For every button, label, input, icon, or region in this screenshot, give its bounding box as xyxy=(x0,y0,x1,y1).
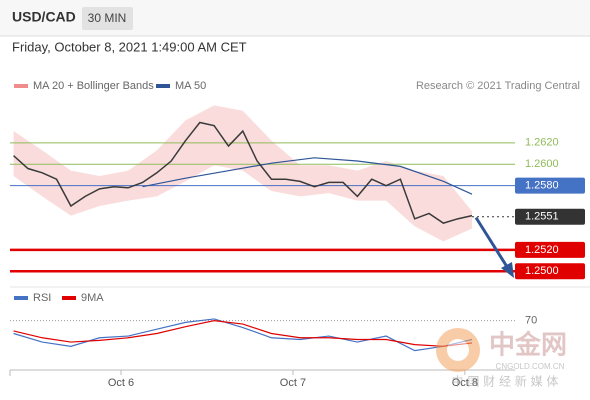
level-label-box xyxy=(515,177,585,194)
legend-swatch xyxy=(14,84,28,88)
watermark-title: 中金网 xyxy=(489,330,567,361)
watermark-tagline: 中 国 财 经 新 媒 体 xyxy=(452,374,559,389)
level-label-box xyxy=(515,208,585,225)
legend-swatch xyxy=(14,296,28,300)
legend-label: RSI xyxy=(33,292,51,304)
series-line xyxy=(142,157,473,195)
legend-label: 9MA xyxy=(81,292,104,304)
credit: Research © 2021 Trading Central xyxy=(416,80,580,92)
legend-swatch xyxy=(156,84,170,88)
level-label-box xyxy=(515,241,585,258)
level-label: 1.2620 xyxy=(525,137,559,149)
x-tick-label: Oct 6 xyxy=(108,377,134,389)
y-tick-label: 70 xyxy=(525,315,537,327)
level-label: 1.2500 xyxy=(525,265,559,277)
x-tick-label: Oct 7 xyxy=(280,377,306,389)
level-label: 1.2580 xyxy=(525,180,559,192)
watermark-logo-inner xyxy=(447,339,469,361)
watermark: 中金网 CNGOLD.COM.CN 中 国 财 经 新 媒 体 xyxy=(436,328,567,389)
legend-swatch xyxy=(62,296,76,300)
series-line xyxy=(13,320,473,347)
datetime: Friday, October 8, 2021 1:49:00 AM CET xyxy=(12,39,247,54)
legend-label: MA 20 + Bollinger Bands xyxy=(33,80,154,92)
symbol: USD/CAD xyxy=(12,9,76,25)
level-label: 1.2551 xyxy=(525,211,559,223)
level-label: 1.2520 xyxy=(525,244,559,256)
timeframe-label[interactable]: 30 MIN xyxy=(88,11,127,25)
level-label-box xyxy=(515,263,585,280)
timeframe-button[interactable] xyxy=(82,7,133,30)
x-tick-label: Oct 8 xyxy=(452,377,478,389)
price-line xyxy=(13,121,473,224)
forecast-arrow xyxy=(474,216,511,271)
watermark-url: CNGOLD.COM.CN xyxy=(496,362,565,371)
legend-label: MA 50 xyxy=(175,80,206,92)
level-label: 1.2600 xyxy=(525,158,559,170)
forecast-arrowhead xyxy=(501,262,514,278)
